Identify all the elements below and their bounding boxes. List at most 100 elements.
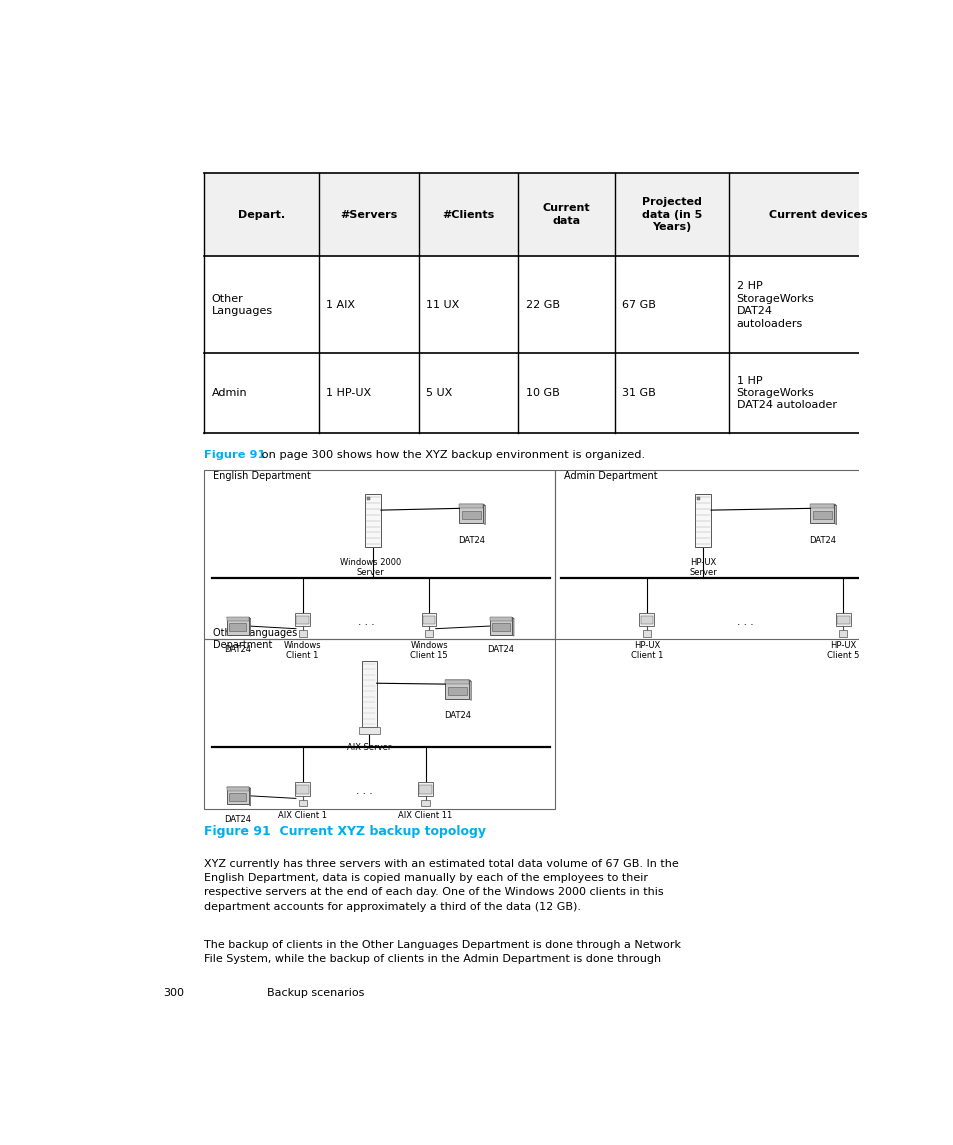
Polygon shape xyxy=(249,617,251,637)
Bar xyxy=(229,793,246,801)
Text: Figure 91  Current XYZ backup topology: Figure 91 Current XYZ backup topology xyxy=(204,826,486,838)
Text: . . .: . . . xyxy=(355,787,372,797)
Bar xyxy=(458,504,482,523)
Bar xyxy=(421,800,429,806)
Bar xyxy=(367,497,370,500)
Bar xyxy=(361,661,376,727)
Polygon shape xyxy=(458,504,485,506)
Bar xyxy=(227,617,249,621)
Text: HP-UX
Client 5: HP-UX Client 5 xyxy=(826,641,859,661)
Text: DAT24: DAT24 xyxy=(487,646,514,654)
Text: Projected
data (in 5
Years): Projected data (in 5 Years) xyxy=(641,197,701,232)
Polygon shape xyxy=(490,617,514,618)
Bar xyxy=(298,800,306,806)
Bar xyxy=(227,787,249,791)
Text: AIX Client 11: AIX Client 11 xyxy=(398,811,452,820)
Bar xyxy=(422,616,435,624)
Bar xyxy=(425,631,433,637)
Text: 31 GB: 31 GB xyxy=(621,388,655,398)
Polygon shape xyxy=(469,680,471,701)
Text: #Servers: #Servers xyxy=(340,210,397,220)
Text: Windows
Client 15: Windows Client 15 xyxy=(410,641,447,661)
Bar xyxy=(227,617,249,634)
Text: Depart.: Depart. xyxy=(237,210,285,220)
Bar xyxy=(447,687,466,695)
Bar xyxy=(839,631,846,637)
Bar xyxy=(295,613,310,626)
Text: DAT24: DAT24 xyxy=(224,646,251,654)
Bar xyxy=(809,504,834,523)
Bar xyxy=(640,616,652,624)
Text: Windows
Client 1: Windows Client 1 xyxy=(283,641,321,661)
Polygon shape xyxy=(445,680,471,681)
Text: Other Languages
Department: Other Languages Department xyxy=(213,627,297,650)
Polygon shape xyxy=(249,787,251,806)
Text: 22 GB: 22 GB xyxy=(525,300,559,310)
Text: Other
Languages: Other Languages xyxy=(212,294,273,316)
Polygon shape xyxy=(809,504,836,506)
Bar xyxy=(227,787,249,805)
Bar xyxy=(461,511,480,520)
Text: AIX Client 1: AIX Client 1 xyxy=(278,811,327,820)
Text: 1 HP-UX: 1 HP-UX xyxy=(326,388,371,398)
Bar xyxy=(417,782,433,796)
Bar xyxy=(296,785,309,795)
Bar xyxy=(490,617,512,621)
Bar xyxy=(555,469,905,640)
Polygon shape xyxy=(227,617,251,618)
Text: #Clients: #Clients xyxy=(442,210,495,220)
Text: on page 300 shows how the XYZ backup environment is organized.: on page 300 shows how the XYZ backup env… xyxy=(258,450,644,460)
Text: Figure 91: Figure 91 xyxy=(204,450,265,460)
Bar xyxy=(229,623,246,631)
Text: Current
data: Current data xyxy=(542,204,590,226)
Text: . . .: . . . xyxy=(357,617,374,626)
Bar xyxy=(204,173,905,256)
Text: 11 UX: 11 UX xyxy=(426,300,458,310)
Text: Current devices: Current devices xyxy=(768,210,866,220)
Bar xyxy=(364,495,380,547)
Polygon shape xyxy=(482,504,485,524)
Bar xyxy=(295,782,310,796)
Text: 5 UX: 5 UX xyxy=(426,388,452,398)
Bar xyxy=(694,495,710,547)
Text: DAT24: DAT24 xyxy=(443,711,470,720)
Text: The backup of clients in the Other Languages Department is done through a Networ: The backup of clients in the Other Langu… xyxy=(204,940,680,964)
Bar xyxy=(204,640,555,810)
Bar xyxy=(445,680,469,684)
Text: 67 GB: 67 GB xyxy=(621,300,656,310)
Text: 300: 300 xyxy=(164,988,185,997)
Text: 10 GB: 10 GB xyxy=(525,388,559,398)
Bar xyxy=(837,616,849,624)
Text: DAT24: DAT24 xyxy=(224,815,251,824)
Bar xyxy=(697,497,700,500)
Bar xyxy=(358,727,379,734)
Text: Backup scenarios: Backup scenarios xyxy=(267,988,364,997)
Bar xyxy=(639,613,654,626)
Bar xyxy=(296,616,309,624)
Text: HP-UX
Client 1: HP-UX Client 1 xyxy=(630,641,662,661)
Bar xyxy=(490,617,512,634)
Bar xyxy=(642,631,650,637)
Polygon shape xyxy=(834,504,836,524)
Polygon shape xyxy=(227,787,251,789)
Bar xyxy=(809,504,834,508)
Bar xyxy=(419,785,431,795)
Bar xyxy=(492,623,509,631)
Text: DAT24: DAT24 xyxy=(457,536,484,545)
Bar xyxy=(835,613,850,626)
Bar xyxy=(421,613,436,626)
Text: DAT24: DAT24 xyxy=(808,536,835,545)
Text: HP-UX
Server: HP-UX Server xyxy=(688,558,716,577)
Bar xyxy=(445,680,469,698)
Bar xyxy=(812,511,831,520)
Bar xyxy=(298,631,306,637)
Text: 1 AIX: 1 AIX xyxy=(326,300,355,310)
Text: . . .: . . . xyxy=(736,617,753,626)
Text: English Department: English Department xyxy=(213,471,311,481)
Text: Windows 2000
Server: Windows 2000 Server xyxy=(339,558,401,577)
Text: Admin: Admin xyxy=(212,388,247,398)
Text: 1 HP
StorageWorks
DAT24 autoloader: 1 HP StorageWorks DAT24 autoloader xyxy=(736,376,836,410)
Bar xyxy=(458,504,482,508)
Text: Admin Department: Admin Department xyxy=(564,471,658,481)
Text: XYZ currently has three servers with an estimated total data volume of 67 GB. In: XYZ currently has three servers with an … xyxy=(204,859,679,911)
